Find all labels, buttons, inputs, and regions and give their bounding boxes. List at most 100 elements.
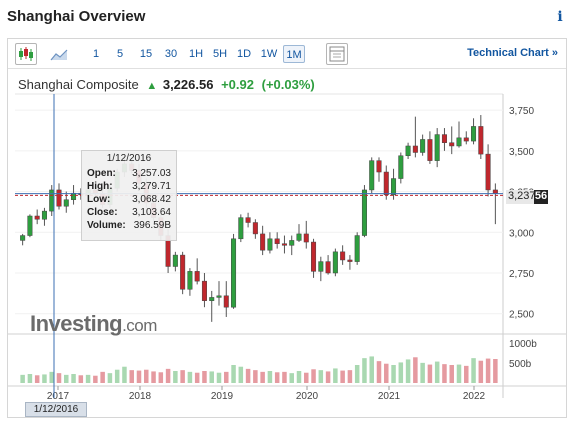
volume-tick-label: 500b [509, 359, 532, 370]
range-5[interactable]: 5 [116, 48, 124, 60]
volume-bar [413, 357, 418, 383]
volume-bar [304, 372, 309, 383]
candle-body [434, 134, 440, 161]
tooltip-label: Open: [87, 168, 116, 179]
volume-bar [427, 364, 433, 383]
candle-body [216, 295, 222, 298]
candle-body [63, 199, 69, 207]
volume-bar [347, 370, 353, 383]
range-1h[interactable]: 1H [188, 48, 204, 60]
candle-body [231, 238, 237, 308]
candle-body [34, 215, 40, 220]
volume-bar [231, 365, 236, 383]
candle-body [427, 139, 433, 161]
volume-bar [20, 374, 25, 383]
range-1m[interactable]: 1M [283, 45, 305, 63]
technical-chart-link[interactable]: Technical Chart » [467, 47, 558, 59]
candle-body [478, 126, 484, 155]
range-30[interactable]: 30 [164, 48, 178, 60]
logo-suffix: .com [122, 316, 157, 335]
time-tick-label: 2021 [378, 391, 401, 402]
up-arrow-icon: ▲ [146, 80, 158, 92]
price-tick-label: 2,500 [509, 310, 534, 321]
range-1[interactable]: 1 [92, 48, 100, 60]
volume-bar [100, 371, 105, 383]
candle-body [180, 254, 186, 290]
candle-body [209, 297, 215, 301]
volume-bar [107, 373, 113, 383]
settings-grid-icon[interactable] [326, 43, 348, 65]
candle-body [194, 271, 200, 282]
tooltip-label: Close: [87, 207, 118, 218]
candle-body [449, 142, 455, 147]
candle-body [20, 235, 26, 241]
candle-body [187, 271, 193, 290]
volume-bar [173, 371, 178, 383]
info-icon[interactable]: i [557, 9, 563, 25]
volume-bar [224, 371, 229, 383]
candlestick-icon[interactable] [15, 43, 37, 65]
volume-bar [165, 368, 171, 383]
volume-bar [325, 371, 331, 383]
tooltip-row-close: Close: 3,103.64 [87, 206, 171, 219]
price-tick-label: 3,500 [509, 147, 534, 158]
volume-bar [442, 364, 447, 383]
candle-body [252, 222, 258, 235]
range-1d[interactable]: 1D [236, 48, 252, 60]
page-title: Shanghai Overview [7, 8, 146, 25]
chart-toolbar: 1 5 15 30 1H 5H 1D 1W 1M Technical Chart… [8, 39, 566, 69]
investing-logo: Investing.com [30, 311, 157, 337]
crosshair-date-badge: 1/12/2016 [25, 402, 87, 417]
range-1w[interactable]: 1W [260, 48, 278, 60]
instrument-name: Shanghai Composite [18, 77, 139, 92]
candle-body [296, 233, 302, 241]
page-header: Shanghai Overview i [0, 0, 575, 36]
candle-body [56, 189, 62, 207]
tooltip-value: 3,279.71 [132, 181, 171, 192]
candle-body [303, 233, 309, 243]
range-5h[interactable]: 5H [212, 48, 228, 60]
volume-bar [420, 362, 425, 383]
volume-bar [194, 372, 200, 383]
candle-body [485, 153, 491, 191]
volume-bar [398, 362, 404, 383]
tooltip-value: 3,103.64 [132, 207, 171, 218]
price-change: +0.92 [221, 77, 254, 92]
candle-body [391, 178, 397, 196]
volume-bar [376, 361, 382, 383]
volume-bar [354, 365, 360, 383]
candle-body [172, 254, 178, 267]
candle-body [201, 280, 207, 301]
candle-body [383, 171, 389, 196]
volume-bar [289, 373, 294, 383]
candle-body [267, 238, 273, 251]
price-change-percent: (+0.03%) [261, 77, 315, 92]
area-chart-icon[interactable] [48, 43, 70, 65]
time-tick-label: 2019 [211, 391, 234, 402]
volume-bar [434, 361, 440, 383]
volume-bar [64, 374, 69, 383]
volume-bar [144, 369, 149, 383]
candle-body [361, 189, 367, 236]
candle-body [441, 134, 447, 143]
volume-bar [311, 369, 316, 383]
time-tick-label: 2018 [129, 391, 152, 402]
range-15[interactable]: 15 [139, 48, 153, 60]
tooltip-row-high: High: 3,279.71 [87, 180, 171, 193]
volume-bar [362, 358, 367, 383]
volume-bar [34, 375, 40, 383]
volume-bar [478, 360, 484, 383]
price-badge-main: 3,237 [506, 190, 536, 204]
candle-body [281, 243, 287, 246]
volume-bar [93, 375, 98, 383]
volume-bar [485, 358, 491, 383]
volume-bar [493, 359, 498, 383]
candle-body [405, 145, 411, 156]
volume-bar [245, 368, 251, 383]
volume-bar [296, 371, 302, 383]
tooltip-label: Volume: [87, 220, 126, 231]
candle-body [471, 126, 477, 142]
tooltip-label: High: [87, 181, 113, 192]
time-tick-label: 2020 [296, 391, 319, 402]
volume-bar [202, 371, 207, 383]
